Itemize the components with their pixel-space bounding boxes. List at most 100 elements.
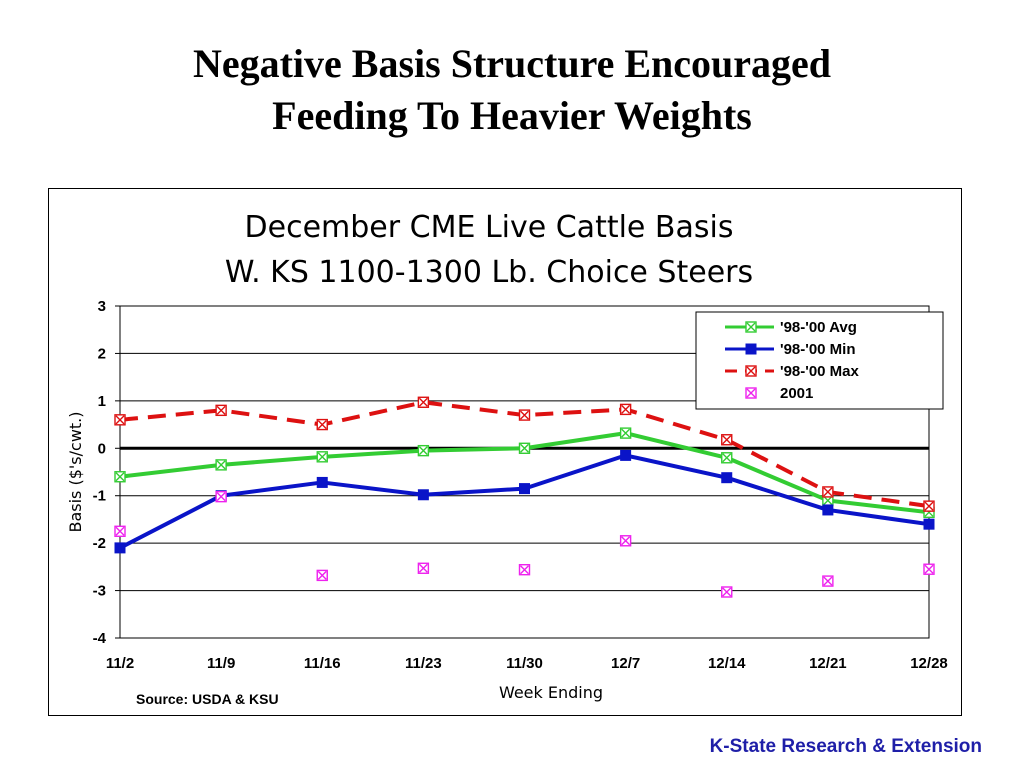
- legend-item: '98-'00 Min: [725, 341, 856, 358]
- y-tick-label: 0: [98, 440, 106, 457]
- data-point-x: [722, 453, 732, 463]
- x-tick-label: 12/28: [910, 655, 948, 672]
- y-tick-label: -1: [93, 488, 106, 505]
- data-point: [721, 586, 733, 598]
- data-point: [316, 418, 328, 431]
- data-point-x: [520, 443, 529, 453]
- data-point-x: [722, 587, 732, 597]
- data-point-x: [115, 472, 125, 482]
- data-point: [316, 569, 328, 582]
- source-note: Source: USDA & KSU: [136, 691, 279, 707]
- legend-swatch-marker: [745, 387, 757, 399]
- y-tick-label: -2: [93, 535, 106, 552]
- series-2: [114, 396, 935, 512]
- data-point: [620, 449, 632, 461]
- data-point: [316, 451, 328, 463]
- legend-swatch-marker: [745, 321, 757, 333]
- data-point: [822, 575, 834, 587]
- data-point: [923, 563, 935, 575]
- data-point: [721, 452, 733, 464]
- data-point-x: [823, 487, 833, 497]
- legend-item: '98-'00 Max: [725, 363, 860, 380]
- data-point: [923, 500, 935, 512]
- x-tick-label: 11/9: [207, 655, 235, 672]
- legend-swatch-marker-x: [746, 322, 756, 332]
- y-tick-label: -4: [93, 630, 107, 647]
- data-point: [822, 504, 834, 516]
- data-point: [518, 409, 531, 421]
- data-point-x: [418, 397, 428, 407]
- data-point: [215, 459, 227, 471]
- data-point-x: [418, 563, 428, 573]
- data-point: [721, 472, 733, 484]
- slide-title-line-2: Feeding To Heavier Weights: [272, 93, 752, 138]
- legend-item: 2001: [745, 385, 813, 402]
- legend-label: '98-'00 Avg: [780, 319, 857, 336]
- data-point-x: [823, 495, 833, 505]
- slide-title-line-1: Negative Basis Structure Encouraged: [192, 41, 832, 86]
- data-point: [619, 403, 632, 416]
- legend-swatch-marker-x: [746, 366, 756, 376]
- data-point: [114, 542, 126, 554]
- x-tick-label: 12/21: [809, 655, 847, 672]
- x-tick-label: 11/30: [506, 655, 543, 672]
- series-line-1: [119, 453, 930, 550]
- data-point: [518, 442, 531, 454]
- data-point-x: [115, 526, 125, 536]
- data-point-x: [317, 570, 327, 580]
- y-tick-label: 1: [98, 393, 106, 410]
- data-point: [417, 396, 430, 408]
- data-point-x: [115, 415, 125, 425]
- series-1: [114, 449, 935, 554]
- data-point: [215, 404, 227, 417]
- data-point-x: [317, 452, 327, 462]
- data-point: [417, 444, 430, 457]
- data-point-x: [621, 536, 631, 546]
- data-point: [417, 562, 430, 574]
- x-tick-label: 11/23: [405, 655, 442, 672]
- y-tick-label: 3: [98, 298, 106, 315]
- chart-title-line-2: W. KS 1100-1300 Lb. Choice Steers: [225, 255, 753, 290]
- y-tick-label: 2: [98, 345, 106, 362]
- legend-label: '98-'00 Min: [780, 341, 856, 358]
- data-point-x: [722, 435, 732, 445]
- x-axis-title: Week Ending: [499, 683, 603, 702]
- y-tick-label: -3: [93, 583, 106, 600]
- data-point-x: [924, 564, 934, 574]
- data-point-x: [823, 576, 833, 586]
- chart-title-line-1: December CME Live Cattle Basis: [245, 210, 734, 245]
- data-point: [619, 427, 632, 439]
- legend-label: '98-'00 Max: [780, 363, 860, 380]
- basis-line-chart: December CME Live Cattle Basis W. KS 1100…: [66, 210, 948, 707]
- y-axis-title: Basis ($'s/cwt.): [66, 411, 85, 532]
- x-tick-label: 12/14: [708, 655, 746, 672]
- data-point-x: [924, 501, 934, 511]
- data-point-x: [621, 428, 631, 438]
- legend-swatch-marker: [745, 365, 757, 377]
- legend-item: '98-'00 Avg: [725, 319, 857, 336]
- data-point: [114, 471, 126, 483]
- x-tick-label: 11/16: [304, 655, 341, 672]
- data-point: [316, 476, 328, 488]
- x-tick-label: 12/7: [611, 655, 640, 672]
- series-3: [114, 490, 935, 598]
- data-point: [114, 414, 126, 426]
- data-point: [721, 434, 733, 446]
- legend-label: 2001: [780, 385, 813, 402]
- data-point-x: [216, 460, 226, 470]
- legend-swatch-marker: [745, 343, 757, 355]
- chart-frame: December CME Live Cattle Basis W. KS 1100…: [48, 188, 962, 716]
- data-point: [417, 489, 429, 501]
- data-point: [619, 535, 632, 547]
- data-point: [518, 564, 531, 576]
- data-point: [822, 486, 834, 498]
- slide-title: Negative Basis Structure Encouraged Feed…: [0, 38, 1024, 142]
- legend-swatch-marker-x: [746, 388, 756, 398]
- data-point: [923, 518, 935, 530]
- data-point-x: [216, 405, 226, 415]
- series-0: [114, 427, 935, 519]
- data-point-x: [317, 420, 327, 430]
- data-point-x: [520, 410, 529, 420]
- x-tick-label: 11/2: [106, 655, 134, 672]
- legend: '98-'00 Avg '98-'00 Min '98-'00 Max 2001: [695, 311, 944, 410]
